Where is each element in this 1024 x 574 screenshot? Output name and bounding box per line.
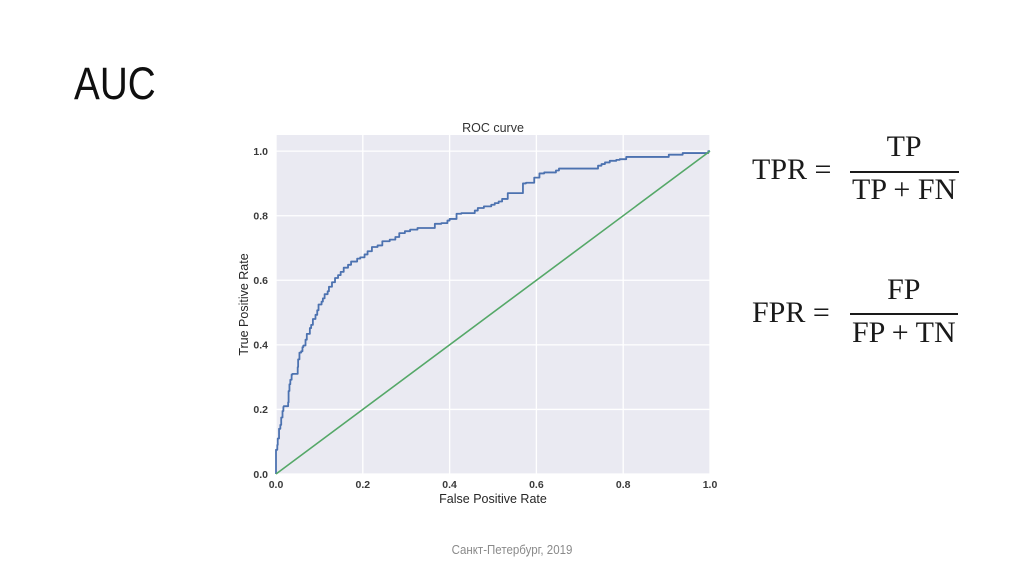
- footer-text: Санкт-Петербург, 2019: [451, 541, 573, 557]
- y-tick-label: 0.0: [253, 469, 268, 481]
- tpr-formula-fraction: TP TP + FN: [849, 130, 959, 206]
- gridlines: [275, 135, 711, 475]
- fpr-formula-fraction-bar: [849, 313, 959, 315]
- plot-background: [276, 135, 710, 474]
- series-lines: [275, 150, 711, 475]
- fpr-formula-lhs: FPR =: [752, 295, 830, 329]
- y-tick-label: 1.0: [253, 146, 268, 158]
- x-tick-label: 0.0: [269, 479, 284, 491]
- x-axis-label: False Positive Rate: [439, 492, 547, 506]
- tpr-formula: TPR = TP TP + FN: [752, 132, 959, 205]
- series-roc-curve: [275, 150, 710, 474]
- fpr-formula-denominator: FP + TN: [852, 315, 956, 349]
- tpr-formula-numerator: TP: [886, 130, 922, 163]
- y-tick-label: 0.2: [253, 404, 268, 416]
- series-chance-diagonal: [275, 150, 711, 475]
- y-tick-label: 0.8: [253, 211, 268, 223]
- y-axis-label: True Positive Rate: [237, 253, 251, 355]
- fpr-formula-fraction: FP FP + TN: [849, 272, 959, 349]
- tpr-formula-fraction-bar: [849, 170, 959, 173]
- y-tick-label: 0.4: [253, 340, 268, 352]
- x-tick-label: 0.2: [355, 479, 370, 491]
- slide-title: AUC: [74, 57, 156, 109]
- tpr-formula-lhs: TPR =: [752, 153, 832, 186]
- y-tick-label: 0.6: [253, 275, 268, 287]
- roc-chart: 0.0 0.2 0.4 0.6 0.8 1.0 0.0 0.2 0.4 0.6 0.8 1.0 ROC…: [230, 105, 730, 510]
- chart-title: ROC curve: [462, 121, 524, 135]
- tick-labels: 0.0 0.2 0.4 0.6 0.8 1.0 0.0 0.2 0.4 0.6 0.8 1.0: [253, 146, 717, 491]
- x-tick-label: 1.0: [703, 479, 718, 491]
- fpr-formula-numerator: FP: [887, 272, 921, 306]
- x-tick-label: 0.8: [616, 479, 631, 491]
- x-tick-label: 0.4: [442, 479, 457, 491]
- roc-chart-svg: 0.0 0.2 0.4 0.6 0.8 1.0 0.0 0.2 0.4 0.6 0.8 1.0 ROC…: [237, 121, 717, 506]
- tpr-formula-denominator: TP + FN: [852, 173, 957, 206]
- fpr-formula: FPR = FP FP + TN: [752, 272, 959, 349]
- x-tick-label: 0.6: [529, 479, 544, 491]
